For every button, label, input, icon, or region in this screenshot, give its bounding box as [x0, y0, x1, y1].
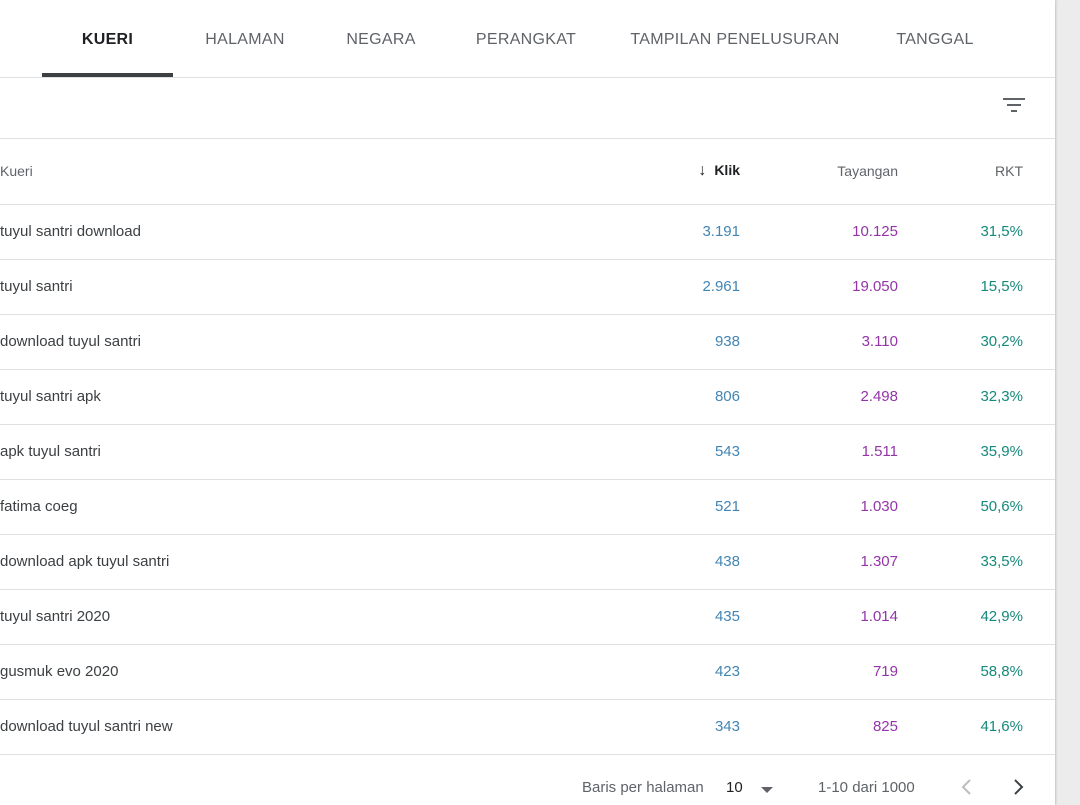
table-row[interactable]: download tuyul santri 938 3.110 30,2% [0, 314, 1055, 369]
filter-bar [0, 78, 1055, 139]
impressions-cell: 19.050 [852, 278, 898, 295]
clicks-cell: 521 [714, 498, 740, 515]
tab-search-appearance[interactable]: TAMPILAN PENELUSURAN [630, 31, 840, 48]
dimension-tabs: KUERI HALAMAN NEGARA PERANGKAT TAMPILAN … [0, 0, 1055, 78]
column-header-impressions[interactable]: Tayangan [837, 163, 898, 180]
clicks-cell: 438 [714, 553, 740, 570]
ctr-cell: 31,5% [980, 223, 1023, 240]
filter-icon[interactable] [1003, 96, 1025, 114]
query-cell: tuyul santri apk [0, 388, 101, 405]
query-cell: gusmuk evo 2020 [0, 663, 119, 680]
column-header-query[interactable]: Kueri [0, 163, 33, 180]
ctr-cell: 35,9% [980, 443, 1023, 460]
tab-dates[interactable]: TANGGAL [896, 31, 974, 48]
impressions-cell: 3.110 [861, 333, 898, 350]
tab-devices[interactable]: PERANGKAT [475, 31, 577, 48]
table-row[interactable]: download tuyul santri new 343 825 41,6% [0, 699, 1055, 754]
performance-card: KUERI HALAMAN NEGARA PERANGKAT TAMPILAN … [0, 0, 1055, 805]
query-cell: tuyul santri [0, 278, 73, 295]
clicks-cell: 3.191 [702, 223, 740, 240]
ctr-cell: 15,5% [980, 278, 1023, 295]
ctr-cell: 32,3% [980, 388, 1023, 405]
query-cell: download tuyul santri [0, 333, 141, 350]
clicks-cell: 543 [714, 443, 740, 460]
tab-pages[interactable]: HALAMAN [205, 31, 285, 48]
column-header-clicks-label: Klik [714, 162, 740, 179]
prev-page-button[interactable] [955, 773, 979, 801]
ctr-cell: 41,6% [980, 718, 1023, 735]
clicks-cell: 423 [714, 663, 740, 680]
query-cell: fatima coeg [0, 498, 78, 515]
impressions-cell: 1.030 [860, 498, 898, 515]
impressions-cell: 825 [872, 718, 898, 735]
chevron-left-icon [961, 778, 971, 795]
ctr-cell: 30,2% [980, 333, 1023, 350]
query-cell: tuyul santri download [0, 223, 141, 240]
arrow-down-icon: ↓ [698, 162, 707, 180]
query-cell: tuyul santri 2020 [0, 608, 111, 625]
table-row[interactable]: tuyul santri download 3.191 10.125 31,5% [0, 204, 1055, 259]
table-row[interactable]: tuyul santri 2020 435 1.014 42,9% [0, 589, 1055, 644]
query-cell: download apk tuyul santri [0, 553, 170, 570]
table-row[interactable]: tuyul santri apk 806 2.498 32,3% [0, 369, 1055, 424]
table-row[interactable]: fatima coeg 521 1.030 50,6% [0, 479, 1055, 534]
table-row[interactable]: download apk tuyul santri 438 1.307 33,5% [0, 534, 1055, 589]
impressions-cell: 1.511 [861, 443, 898, 460]
column-header-clicks[interactable]: ↓ Klik [600, 139, 740, 204]
table-row[interactable]: gusmuk evo 2020 423 719 58,8% [0, 644, 1055, 699]
active-tab-indicator [42, 73, 173, 77]
clicks-cell: 435 [714, 608, 740, 625]
table-row[interactable]: apk tuyul santri 543 1.511 35,9% [0, 424, 1055, 479]
tab-countries[interactable]: NEGARA [346, 31, 416, 48]
page-range: 1-10 dari 1000 [818, 778, 915, 796]
ctr-cell: 50,6% [980, 498, 1023, 515]
impressions-cell: 10.125 [852, 223, 898, 240]
query-cell: apk tuyul santri [0, 443, 101, 460]
chevron-right-icon [1014, 778, 1024, 795]
impressions-cell: 719 [872, 663, 898, 680]
clicks-cell: 806 [714, 388, 740, 405]
clicks-cell: 938 [714, 333, 740, 350]
impressions-cell: 1.014 [860, 608, 898, 625]
query-table: Kueri ↓ Klik Tayangan RKT tuyul santri do… [0, 139, 1055, 755]
ctr-cell: 58,8% [980, 663, 1023, 680]
next-page-button[interactable] [1006, 773, 1030, 801]
query-cell: download tuyul santri new [0, 718, 173, 735]
impressions-cell: 2.498 [860, 388, 898, 405]
impressions-cell: 1.307 [860, 553, 898, 570]
column-header-ctr[interactable]: RKT [995, 163, 1023, 180]
table-row[interactable]: tuyul santri 2.961 19.050 15,5% [0, 259, 1055, 314]
table-header-row: Kueri ↓ Klik Tayangan RKT [0, 139, 1055, 204]
ctr-cell: 33,5% [980, 553, 1023, 570]
rows-per-page-select[interactable]: 10 [726, 778, 743, 796]
clicks-cell: 2.961 [702, 278, 740, 295]
clicks-cell: 343 [714, 718, 740, 735]
tab-queries[interactable]: KUERI [81, 31, 134, 48]
ctr-cell: 42,9% [980, 608, 1023, 625]
rows-per-page-label: Baris per halaman [582, 778, 704, 796]
pagination: Baris per halaman 10 1-10 dari 1000 [0, 755, 1055, 805]
caret-down-icon[interactable] [761, 786, 773, 793]
